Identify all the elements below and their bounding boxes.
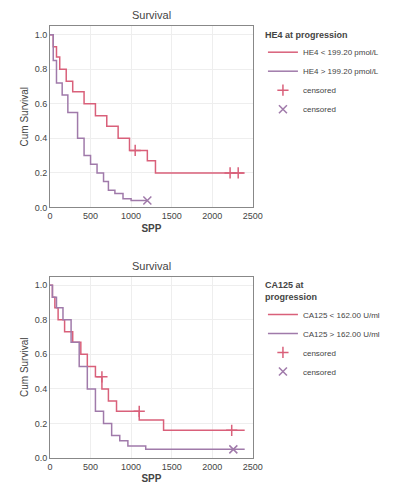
svg-text:1.0: 1.0 — [35, 280, 48, 290]
svg-text:censored: censored — [303, 86, 336, 95]
svg-text:HE4 at progression: HE4 at progression — [265, 30, 348, 40]
svg-text:0.0: 0.0 — [35, 453, 48, 463]
svg-text:Survival: Survival — [132, 260, 171, 272]
svg-text:SPP: SPP — [141, 223, 161, 234]
svg-text:0: 0 — [47, 211, 52, 221]
svg-text:SPP: SPP — [141, 473, 161, 484]
svg-text:1000: 1000 — [121, 211, 141, 221]
svg-text:HE4 > 199.20 pmol/L: HE4 > 199.20 pmol/L — [303, 67, 379, 76]
svg-text:censored: censored — [303, 349, 336, 358]
svg-text:1000: 1000 — [121, 462, 141, 472]
svg-text:Cum Survival: Cum Survival — [19, 338, 30, 397]
svg-text:CA125 atprogression: CA125 atprogression — [265, 280, 317, 302]
svg-text:0.8: 0.8 — [35, 315, 48, 325]
svg-text:0.2: 0.2 — [35, 419, 48, 429]
svg-text:0.2: 0.2 — [35, 168, 48, 178]
svg-text:censored: censored — [303, 368, 336, 377]
svg-text:2000: 2000 — [202, 211, 222, 221]
svg-text:500: 500 — [83, 462, 98, 472]
svg-text:2000: 2000 — [202, 462, 222, 472]
svg-text:censored: censored — [303, 105, 336, 114]
svg-text:1500: 1500 — [162, 211, 182, 221]
svg-text:Survival: Survival — [132, 9, 171, 21]
svg-text:1.0: 1.0 — [35, 30, 48, 40]
svg-text:2500: 2500 — [243, 211, 263, 221]
svg-text:HE4 < 199.20 pmol/L: HE4 < 199.20 pmol/L — [303, 48, 379, 57]
svg-text:0.6: 0.6 — [35, 349, 48, 359]
svg-text:0.0: 0.0 — [35, 203, 48, 213]
svg-text:0.4: 0.4 — [35, 133, 48, 143]
svg-text:Cum Survival: Cum Survival — [19, 87, 30, 146]
svg-text:0.8: 0.8 — [35, 64, 48, 74]
svg-text:1500: 1500 — [162, 462, 182, 472]
svg-text:CA125 > 162.00 U/ml: CA125 > 162.00 U/ml — [303, 330, 380, 339]
svg-text:500: 500 — [83, 211, 98, 221]
svg-text:2500: 2500 — [243, 462, 263, 472]
svg-text:0.4: 0.4 — [35, 384, 48, 394]
svg-text:0: 0 — [47, 462, 52, 472]
svg-text:CA125 < 162.00 U/ml: CA125 < 162.00 U/ml — [303, 311, 380, 320]
svg-text:0.6: 0.6 — [35, 99, 48, 109]
